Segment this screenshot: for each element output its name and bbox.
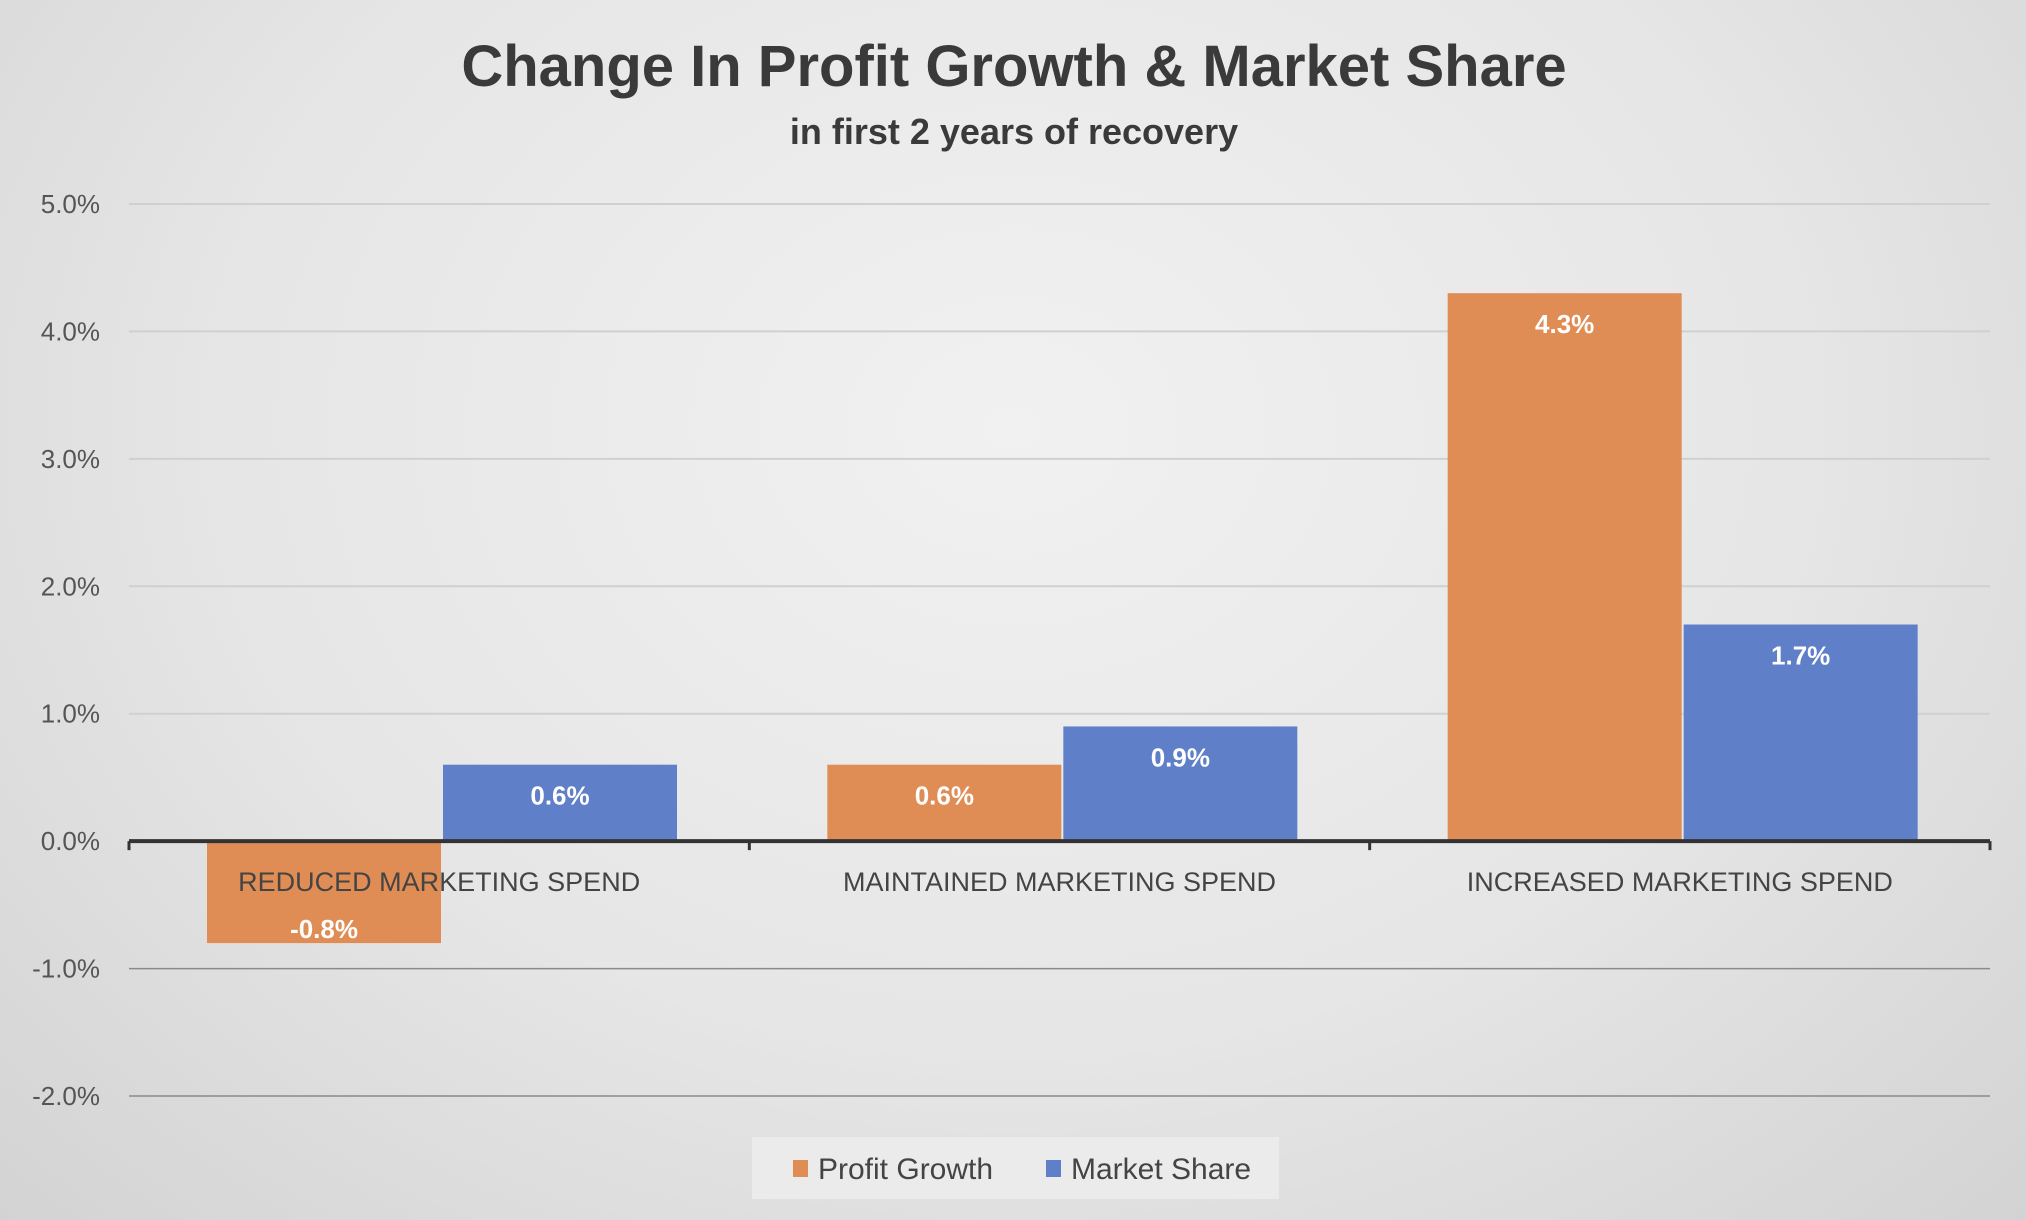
chart-subtitle: in first 2 years of recovery	[790, 111, 1238, 152]
category-label: REDUCED MARKETING SPEND	[238, 867, 640, 897]
y-tick-label: 3.0%	[41, 444, 100, 474]
bar-market-share	[1683, 624, 1918, 842]
category-label: INCREASED MARKETING SPEND	[1467, 867, 1893, 897]
bar-profit-growth	[827, 764, 1062, 842]
data-label: 0.9%	[1151, 742, 1210, 772]
bar-market-share	[1063, 726, 1298, 842]
legend-swatch	[1046, 1160, 1061, 1177]
y-tick-label: 0.0%	[41, 826, 100, 856]
y-tick-label: 1.0%	[41, 699, 100, 729]
legend-label: Profit Growth	[818, 1153, 993, 1186]
y-tick-label: -1.0%	[32, 954, 100, 984]
chart-title: Change In Profit Growth & Market Share	[461, 34, 1566, 99]
y-tick-label: -2.0%	[32, 1081, 100, 1111]
data-label: 0.6%	[530, 781, 589, 811]
legend-label: Market Share	[1071, 1153, 1251, 1186]
legend-swatch	[793, 1160, 808, 1177]
bar-profit-growth	[207, 841, 441, 944]
y-tick-label: 4.0%	[41, 316, 100, 346]
legend-box	[752, 1137, 1279, 1199]
bar-profit-growth	[1447, 293, 1682, 842]
y-tick-label: 2.0%	[41, 571, 100, 601]
data-label: 1.7%	[1771, 641, 1830, 671]
bar-market-share	[443, 764, 677, 842]
data-label: 0.6%	[915, 781, 974, 811]
data-label: -0.8%	[290, 914, 358, 944]
data-label: 4.3%	[1535, 309, 1594, 339]
category-label: MAINTAINED MARKETING SPEND	[843, 867, 1276, 897]
y-tick-label: 5.0%	[41, 189, 100, 219]
